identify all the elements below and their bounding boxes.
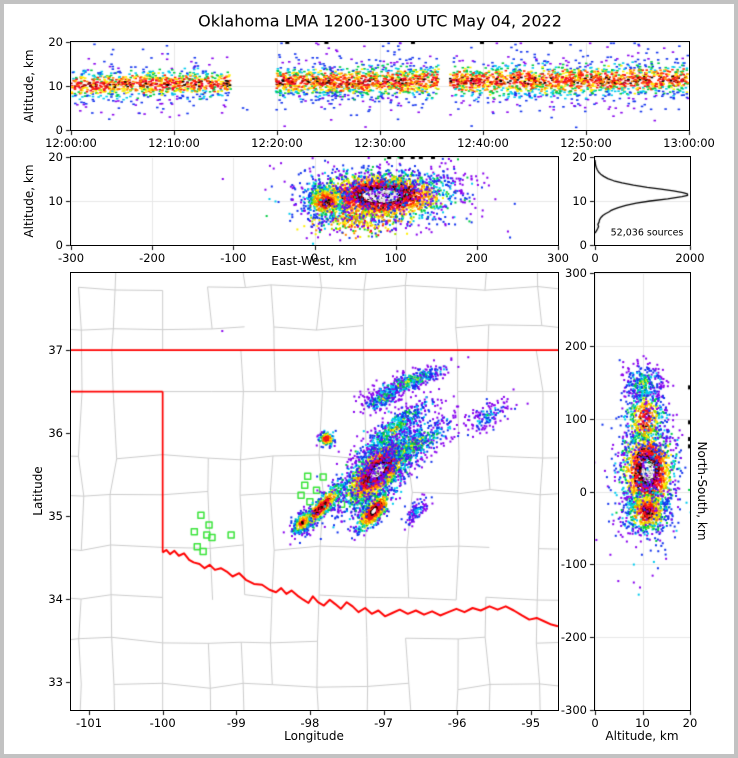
- north-south-ylabel: North-South, km: [695, 441, 709, 541]
- th-y-tick-label: 0: [55, 123, 63, 137]
- east-west-xlabel: East-West, km: [271, 254, 357, 268]
- map-x-tick-label: -96: [447, 716, 467, 730]
- ew-y-tick-label: 0: [55, 238, 63, 252]
- ns-x-tick-label: 0: [591, 716, 599, 730]
- hist-y-tick-label: 0: [579, 238, 587, 252]
- th-x-tick-label: 12:00:00: [45, 136, 97, 150]
- map-x-tick-label: -99: [226, 716, 246, 730]
- ew-x-tick-label: 100: [384, 251, 407, 265]
- map-x-tick-label: -100: [149, 716, 176, 730]
- hist-x-tick-label: 2000: [675, 251, 705, 265]
- hist-x-tick-label: 0: [591, 251, 599, 265]
- map-x-tick-label: -95: [521, 716, 541, 730]
- source-count-annotation: 52,036 sources: [610, 227, 684, 239]
- th-x-tick-label: 12:20:00: [251, 136, 303, 150]
- ns-x-tick-label: 10: [635, 716, 650, 730]
- map-y-tick-label: 33: [48, 674, 63, 689]
- th-x-tick-label: 12:40:00: [457, 136, 509, 150]
- th-y-tick-label: 10: [48, 79, 63, 93]
- map-y-tick-label: 35: [48, 508, 63, 523]
- hist-y-tick-label: 20: [572, 150, 587, 164]
- east-west-panel: [70, 156, 559, 246]
- north-south-xlabel: Altitude, km: [605, 729, 679, 743]
- north-south-panel: [594, 272, 691, 711]
- plan-view-panel: [70, 272, 559, 711]
- map-x-tick-label: -98: [300, 716, 320, 730]
- hist-y-tick-label: 10: [572, 194, 587, 208]
- ns-y-tick-label: -200: [560, 630, 587, 645]
- ns-y-tick-label: 200: [565, 338, 587, 353]
- time-height-plot: [71, 42, 689, 130]
- ew-x-tick-label: 200: [465, 251, 488, 265]
- map-x-tick-label: -101: [75, 716, 103, 730]
- ns-y-tick-label: 300: [565, 266, 587, 280]
- map-xlabel: Longitude: [284, 729, 344, 743]
- th-x-tick-label: 12:50:00: [560, 136, 612, 150]
- plan-view-map: [71, 273, 558, 710]
- ns-y-tick-label: 100: [565, 411, 587, 426]
- ew-x-tick-label: -200: [139, 251, 166, 265]
- th-x-tick-label: 12:30:00: [354, 136, 406, 150]
- ew-x-tick-label: 300: [547, 251, 569, 265]
- map-y-tick-label: 36: [48, 426, 63, 441]
- ew-y-tick-label: 10: [48, 194, 63, 208]
- ew-y-tick-label: 20: [48, 150, 63, 164]
- ew-x-tick-label: -300: [57, 251, 85, 265]
- th-x-tick-label: 13:00:00: [663, 136, 715, 150]
- ew-x-tick-label: 0: [310, 251, 319, 265]
- figure-title: Oklahoma LMA 1200-1300 UTC May 04, 2022: [198, 11, 562, 31]
- map-y-tick-label: 37: [48, 343, 63, 358]
- ew-x-tick-label: -100: [220, 251, 247, 265]
- east-west-plot: [71, 157, 558, 245]
- ns-y-tick-label: -300: [560, 703, 587, 717]
- map-y-tick-label: 34: [48, 591, 63, 606]
- ns-y-tick-label: 0: [579, 484, 587, 499]
- ns-y-tick-label: -100: [560, 557, 587, 572]
- histogram-panel: [594, 156, 691, 246]
- time-height-panel: [70, 41, 690, 131]
- th-y-tick-label: 20: [48, 35, 63, 49]
- north-south-plot: [595, 273, 690, 710]
- map-x-tick-label: -97: [374, 716, 393, 730]
- ns-x-tick-label: 20: [682, 716, 698, 730]
- source-histogram-plot: [595, 157, 690, 245]
- th-x-tick-label: 12:10:00: [148, 136, 200, 150]
